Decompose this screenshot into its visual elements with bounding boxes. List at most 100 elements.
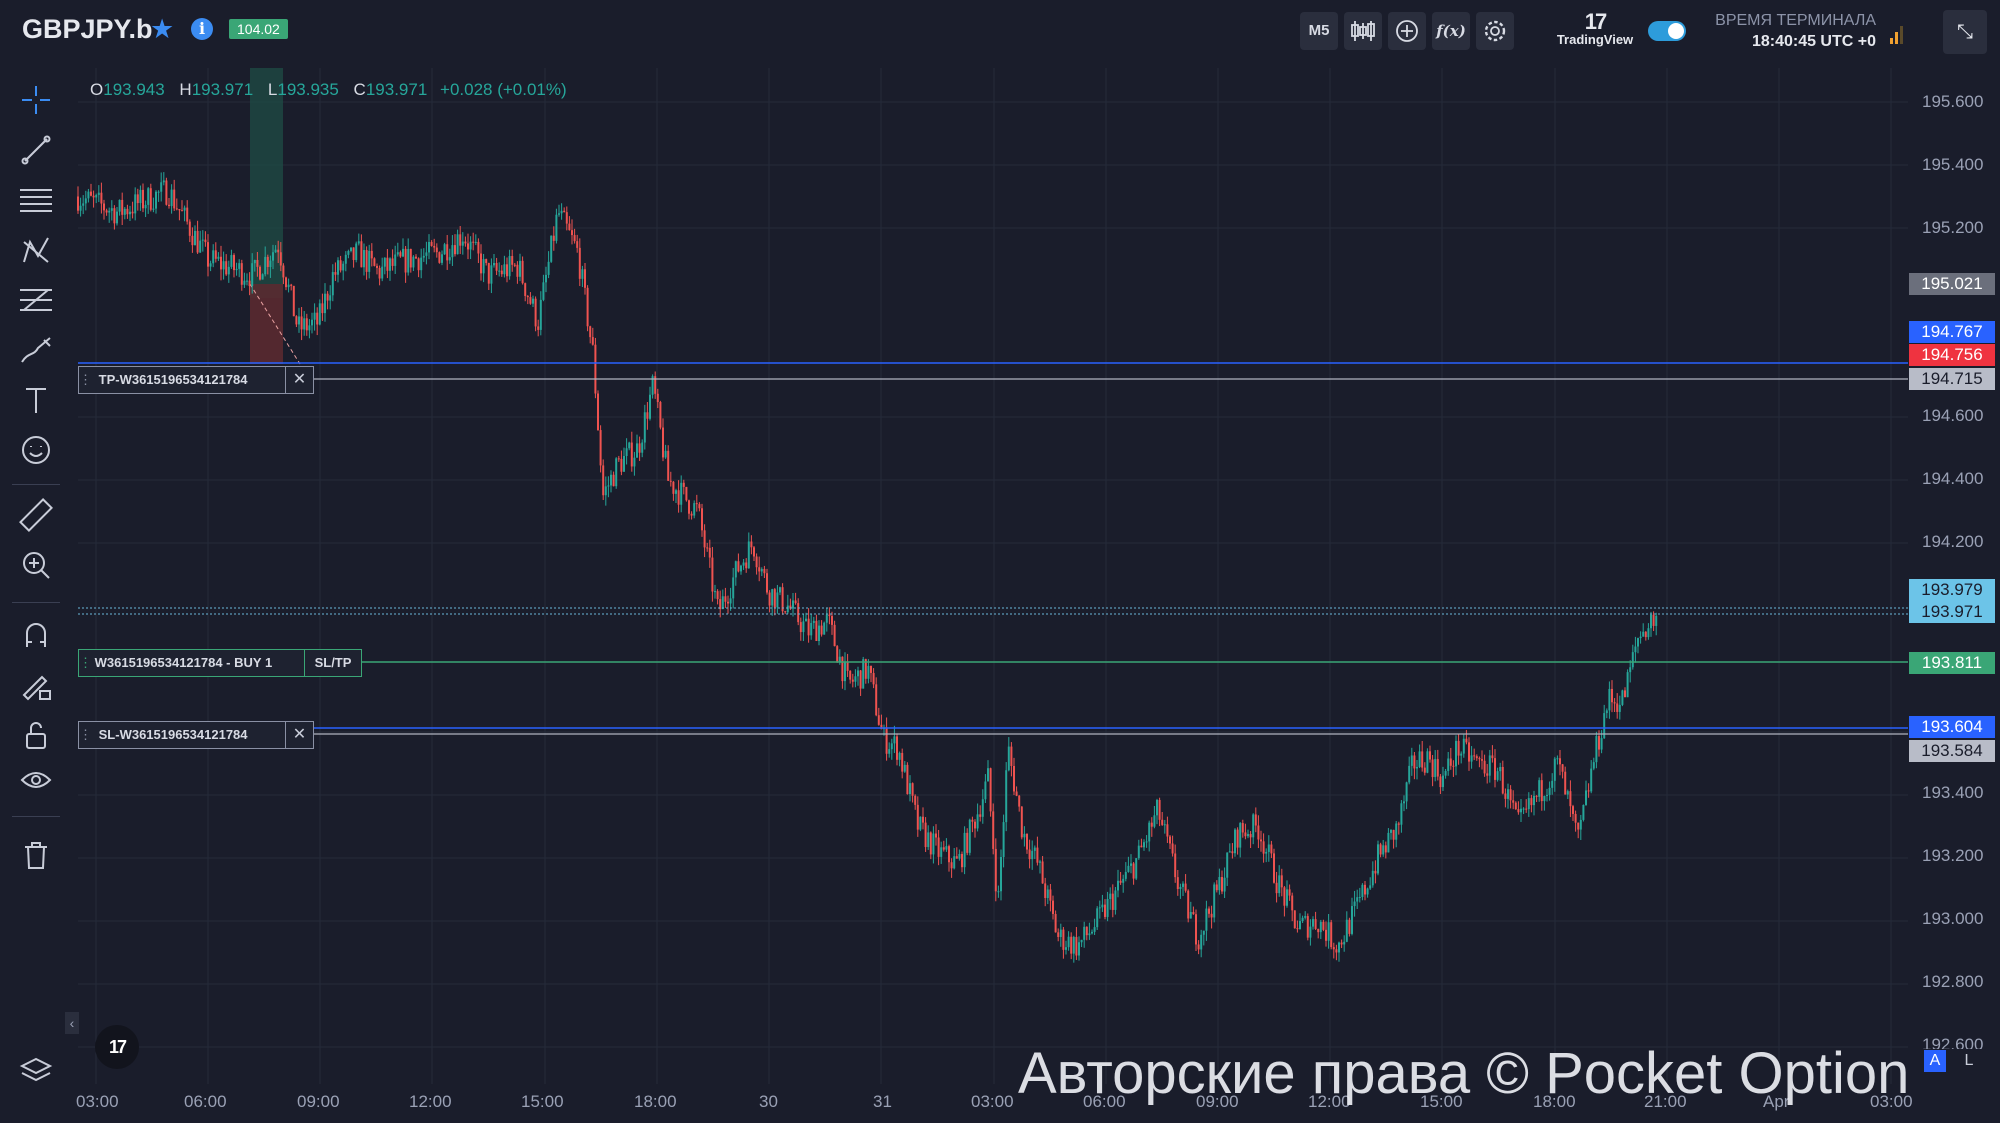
candle-body xyxy=(1189,912,1192,919)
candle-body xyxy=(1002,822,1005,857)
sltp-button[interactable]: SL/TP xyxy=(304,650,361,676)
trend-line-icon[interactable] xyxy=(16,130,56,170)
sl-order-tag[interactable]: ⋮ SL-W3615196534121784 ✕ xyxy=(78,721,314,749)
candle-body xyxy=(633,457,636,467)
tradingview-round-logo-icon[interactable]: 17 xyxy=(95,1025,139,1069)
settings-button[interactable] xyxy=(1476,12,1514,50)
candle-body xyxy=(1218,877,1221,891)
candle-body xyxy=(485,259,488,263)
top-bar: GBPJPY.b ★ i 104.02 M5 f(x) 17 TradingVi… xyxy=(0,0,2000,64)
drag-handle-icon[interactable]: ⋮ xyxy=(79,372,92,387)
candle-body xyxy=(703,530,706,548)
candle-body xyxy=(105,210,108,213)
candle-body xyxy=(833,624,836,647)
candle-body xyxy=(149,188,152,210)
info-icon[interactable]: i xyxy=(191,18,213,40)
candle-body xyxy=(298,316,300,325)
collapse-toolbar-button[interactable]: ‹ xyxy=(65,1012,79,1034)
ruler-icon[interactable] xyxy=(16,495,56,535)
candle-body xyxy=(1647,628,1650,638)
price-tick: 192.600 xyxy=(1922,1035,1984,1049)
eye-icon[interactable] xyxy=(16,760,56,800)
close-icon[interactable]: ✕ xyxy=(285,722,313,748)
log-scale-button[interactable]: L xyxy=(1964,1052,1974,1069)
close-icon[interactable]: ✕ xyxy=(285,367,313,393)
candle-body xyxy=(701,508,703,531)
candle-body xyxy=(1517,809,1520,813)
add-indicator-button[interactable] xyxy=(1388,12,1426,50)
price-axis[interactable]: 195.600 195.400 195.200 194.600 194.400 … xyxy=(1908,64,2000,1084)
candle-body xyxy=(628,442,631,449)
unlock-icon[interactable] xyxy=(16,715,56,755)
collapse-fullscreen-button[interactable]: ⤡ xyxy=(1943,10,1987,54)
candle-body xyxy=(1377,844,1379,874)
candle-body xyxy=(1634,646,1637,653)
candle-body xyxy=(1457,740,1460,756)
magnet-icon[interactable] xyxy=(16,615,56,655)
zoom-in-icon[interactable] xyxy=(16,545,56,585)
candle-body xyxy=(365,250,368,272)
pattern-icon[interactable] xyxy=(16,230,56,270)
emoji-icon[interactable] xyxy=(16,430,56,470)
candle-body xyxy=(1561,764,1564,772)
candle-body xyxy=(1361,884,1364,898)
candle-body xyxy=(675,490,677,494)
time-label: 03:00 xyxy=(76,1092,119,1111)
horizontal-lines-icon[interactable] xyxy=(16,180,56,220)
candle-body xyxy=(1447,758,1450,771)
crosshair-icon[interactable] xyxy=(16,80,56,120)
candle-body xyxy=(1202,930,1205,935)
candle-body xyxy=(1572,806,1574,814)
candle-body xyxy=(139,189,142,204)
candle-body xyxy=(1031,850,1034,860)
auto-scale-button[interactable]: A xyxy=(1924,1050,1946,1072)
candle-body xyxy=(781,587,784,612)
candle-body xyxy=(1098,907,1101,909)
candle-body xyxy=(1205,908,1208,931)
timeframe-button[interactable]: M5 xyxy=(1300,12,1338,50)
candle-body xyxy=(1475,756,1478,759)
candle-body xyxy=(173,189,176,209)
candle-body xyxy=(344,254,347,264)
trash-icon[interactable] xyxy=(16,835,56,875)
price-label-194715: 194.715 xyxy=(1909,368,1995,390)
candle-body xyxy=(773,589,776,608)
chart-type-button[interactable] xyxy=(1344,12,1382,50)
tradingview-toggle[interactable] xyxy=(1648,21,1686,41)
favorite-star-icon[interactable]: ★ xyxy=(150,14,175,44)
candle-body xyxy=(1143,842,1145,848)
indicators-button[interactable]: f(x) xyxy=(1432,12,1470,50)
time-label: 06:00 xyxy=(1083,1092,1126,1111)
symbol-name[interactable]: GBPJPY.b xyxy=(22,14,153,44)
tradingview-logo[interactable]: 17 TradingView xyxy=(1550,11,1640,48)
price-label-195021: 195.021 xyxy=(1909,273,1995,295)
candle-body xyxy=(708,547,711,558)
candle-body xyxy=(599,430,602,466)
candle-body xyxy=(935,833,937,838)
candle-body xyxy=(901,752,904,772)
buy-order-tag[interactable]: ⋮ W3615196534121784 - BUY 1 SL/TP xyxy=(78,649,362,677)
candle-body xyxy=(428,241,430,253)
drag-handle-icon[interactable]: ⋮ xyxy=(79,727,92,742)
candle-body xyxy=(121,199,124,215)
candle-body xyxy=(1174,853,1177,878)
candle-body xyxy=(623,455,625,472)
candle-body xyxy=(144,204,147,209)
layers-icon[interactable] xyxy=(16,1050,56,1090)
candle-body xyxy=(313,312,316,320)
candle-body xyxy=(155,191,157,209)
time-label: 21:00 xyxy=(1644,1092,1687,1111)
lock-drawing-icon[interactable] xyxy=(16,665,56,705)
candle-body xyxy=(1613,702,1616,704)
drag-handle-icon[interactable]: ⋮ xyxy=(79,655,92,670)
candle-body xyxy=(841,656,844,682)
candle-body xyxy=(259,266,261,280)
text-tool-icon[interactable] xyxy=(16,380,56,420)
brush-icon[interactable] xyxy=(16,330,56,370)
candle-body xyxy=(1078,942,1080,956)
candle-body xyxy=(352,247,355,260)
candle-body xyxy=(1015,791,1018,796)
tp-order-tag[interactable]: ⋮ TP-W3615196534121784 ✕ xyxy=(78,366,314,394)
fib-retracement-icon[interactable] xyxy=(16,280,56,320)
